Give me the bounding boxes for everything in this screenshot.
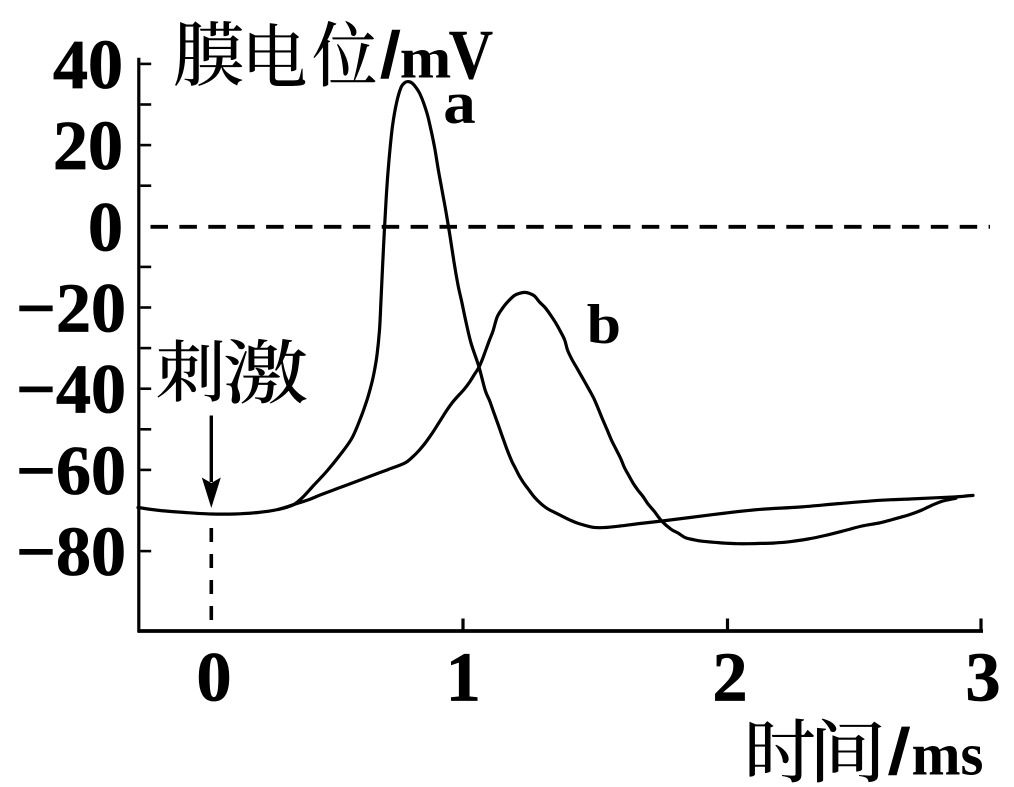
svg-text:40: 40 xyxy=(53,27,123,104)
svg-text:0: 0 xyxy=(88,189,123,266)
svg-text:ms: ms xyxy=(912,721,984,787)
svg-text:m: m xyxy=(400,26,452,90)
svg-text:1: 1 xyxy=(446,640,481,717)
svg-text:2: 2 xyxy=(713,640,748,717)
svg-text:a: a xyxy=(443,69,476,137)
svg-text:−80: −80 xyxy=(16,514,126,591)
svg-text:V: V xyxy=(449,17,494,95)
svg-text:−40: −40 xyxy=(16,352,126,429)
svg-text:3: 3 xyxy=(966,640,1001,717)
svg-text:0: 0 xyxy=(197,640,232,717)
svg-text:b: b xyxy=(587,294,621,356)
svg-text:−20: −20 xyxy=(16,271,126,348)
svg-text:−60: −60 xyxy=(16,433,126,510)
svg-text:20: 20 xyxy=(53,108,123,185)
